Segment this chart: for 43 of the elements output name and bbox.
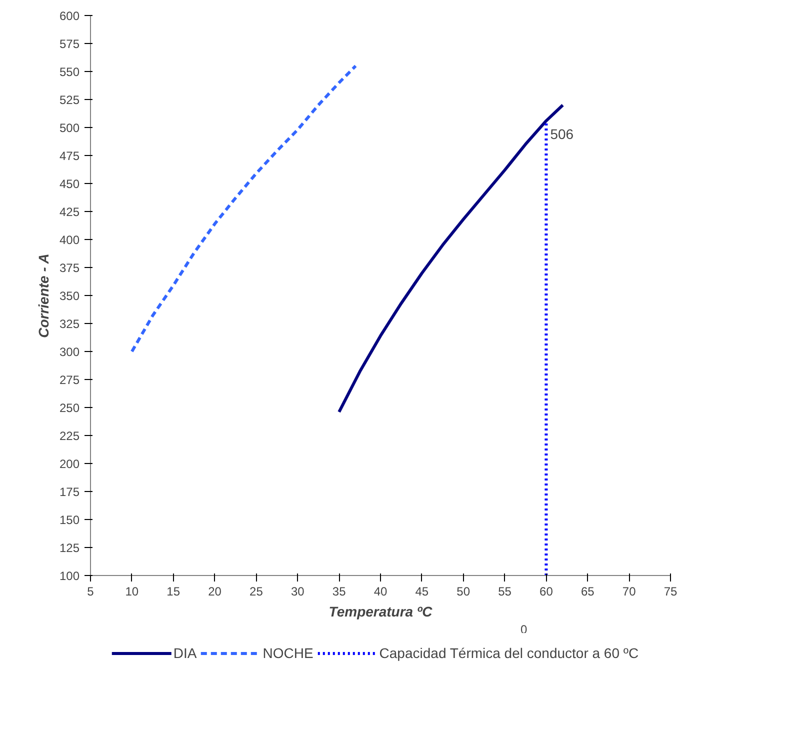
x-tick-label: 60 [540,584,554,598]
x-tick-label: 50 [456,584,470,598]
y-tick-label: 350 [59,289,80,303]
y-tick-label: 375 [59,261,80,275]
x-tick-label: 5 [87,584,94,598]
y-tick-label: 175 [59,485,80,499]
y-tick-label: 325 [59,317,80,331]
y-tick-label: 100 [59,569,80,583]
y-tick-label: 425 [59,205,80,219]
y-tick-label: 250 [59,401,80,415]
legend-label: DIA [173,645,197,661]
x-tick-label: 20 [208,584,222,598]
y-tick-label: 600 [59,9,80,23]
y-tick-label: 575 [59,37,80,51]
x-tick-label: 75 [664,584,678,598]
x-tick-label: 65 [580,584,595,598]
y-tick-label: 500 [59,121,80,135]
y-axis-title: Corriente - A [35,254,52,338]
y-tick-label: 525 [59,93,80,107]
y-tick-label: 450 [59,177,80,191]
legend-label: Capacidad Térmica del conductor a 60 ºC [379,645,639,661]
line-series [130,64,358,353]
y-tick-label: 275 [59,373,80,387]
x-axis-title: Temperatura ºC [328,604,434,620]
legend-label: NOCHE [262,645,314,661]
x-tick-label: 70 [622,584,636,598]
y-tick-label: 200 [59,457,80,471]
annotation: 506 [550,126,574,142]
x-tick-label: 40 [374,584,388,598]
x-tick-label: 15 [166,584,180,598]
y-tick-label: 225 [59,429,80,443]
y-tick-label: 150 [59,513,80,527]
x-tick-label: 35 [332,584,346,598]
y-tick-label: 400 [59,233,80,247]
x-tick-label: 45 [415,584,429,598]
x-tick-label: 30 [290,584,305,598]
y-tick-label: 550 [59,65,80,79]
y-tick-label: 125 [59,541,80,555]
y-tick-label: 475 [59,149,80,163]
x-tick-label: 10 [125,584,139,598]
y-tick-label: 300 [59,345,80,359]
x-tick-label: 25 [250,584,264,598]
x-tick-label: 55 [498,584,512,598]
